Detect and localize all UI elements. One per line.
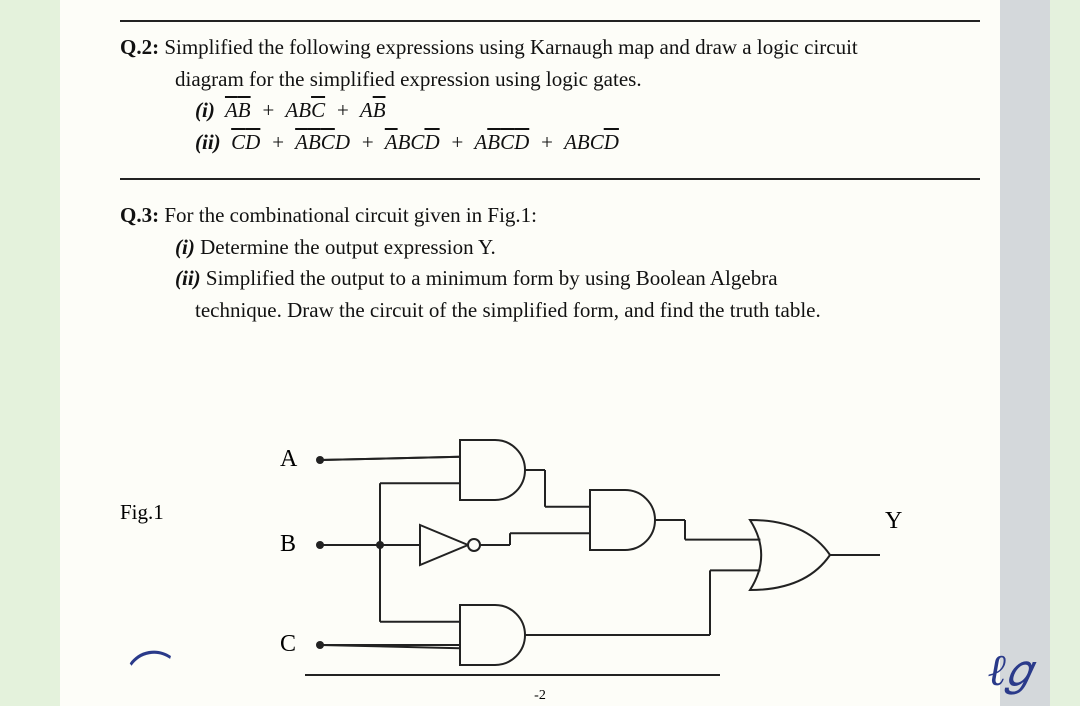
handwriting-mark-left: ⌒ — [125, 634, 179, 705]
var: A — [360, 98, 373, 122]
item-ii-label: (ii) — [175, 266, 201, 290]
input-b-label: B — [280, 531, 296, 558]
q2-text-line2: diagram for the simplified expression us… — [120, 64, 980, 96]
var: B — [238, 98, 251, 122]
q3-item-ii-text1: Simplified the output to a minimum form … — [206, 266, 778, 290]
divider-top — [120, 20, 980, 22]
item-i-label: (i) — [195, 98, 215, 122]
q2-text-line1: Simplified the following expressions usi… — [164, 35, 857, 59]
var: A — [295, 130, 308, 154]
var: D — [424, 130, 439, 154]
watermark-strip — [1000, 0, 1050, 706]
var: C — [311, 98, 325, 122]
var: BC — [398, 130, 425, 154]
item-ii-label: (ii) — [195, 130, 221, 154]
var: B — [373, 98, 386, 122]
q3-text-line1: For the combinational circuit given in F… — [164, 203, 537, 227]
page: Q.2: Simplified the following expression… — [0, 0, 1080, 706]
figure-label: Fig.1 — [120, 500, 164, 525]
var: D — [335, 130, 350, 154]
var: C — [500, 130, 514, 154]
input-a-label: A — [280, 446, 297, 473]
q2-expr-ii: (ii) CD + ABCD + ABCD + ABCD + ABCD — [120, 127, 980, 159]
var: D — [514, 130, 529, 154]
q3-label: Q.3: — [120, 203, 159, 227]
item-i-label: (i) — [175, 235, 195, 259]
var: B — [487, 130, 500, 154]
var: A — [225, 98, 238, 122]
input-c-label: C — [280, 631, 296, 658]
output-y-label: Y — [885, 508, 902, 535]
var: ABC — [564, 130, 604, 154]
watermark-strip — [0, 0, 60, 706]
question-3: Q.3: For the combinational circuit given… — [120, 200, 980, 326]
q3-item-i-text: Determine the output expression Y. — [200, 235, 496, 259]
divider-mid — [120, 178, 980, 180]
q3-item-ii-text2: technique. Draw the circuit of the simpl… — [120, 295, 980, 327]
q2-label: Q.2: — [120, 35, 159, 59]
handwriting-mark-right: ℓ𝑔 — [987, 645, 1030, 696]
var: A — [385, 130, 398, 154]
page-number: -2 — [534, 688, 546, 704]
var: A — [474, 130, 487, 154]
watermark-strip — [1050, 0, 1080, 706]
var: C — [231, 130, 245, 154]
question-2: Q.2: Simplified the following expression… — [120, 32, 980, 158]
var: D — [245, 130, 260, 154]
var: D — [604, 130, 619, 154]
q2-expr-i: (i) AB + ABC + AB — [120, 95, 980, 127]
var: C — [321, 130, 335, 154]
circuit-svg — [260, 430, 960, 690]
var: AB — [285, 98, 311, 122]
circuit-figure: A B C Y — [260, 430, 960, 690]
var: B — [308, 130, 321, 154]
